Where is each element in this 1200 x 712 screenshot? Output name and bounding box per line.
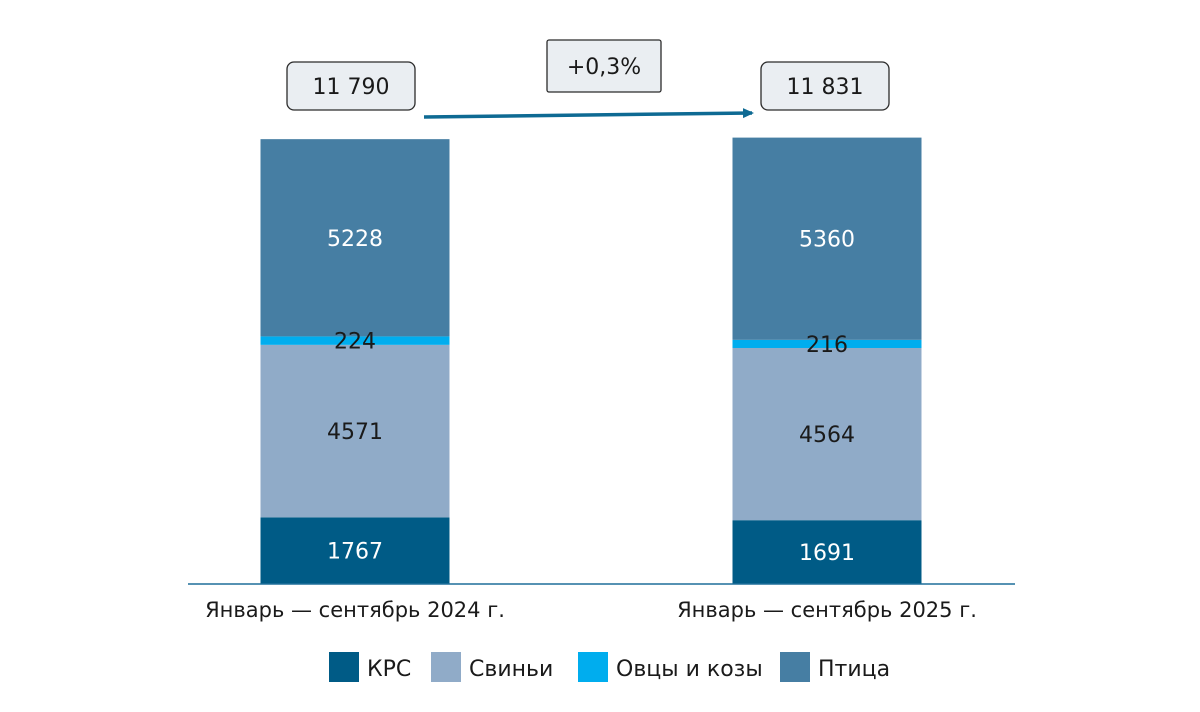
- total-box-1: [286, 61, 416, 111]
- bar-segment-2-1: [732, 520, 922, 584]
- legend-label-3: Овцы и козы: [616, 657, 763, 682]
- bar-segment-1-3: [260, 336, 450, 345]
- legend-swatch-4: [780, 652, 810, 682]
- bar-segment-2-4: [732, 137, 922, 340]
- data-label-2-3: 216: [806, 333, 848, 358]
- bar-segment-2-2: [732, 347, 922, 521]
- legend-swatch-1: [329, 652, 359, 682]
- legend-swatch-3: [578, 652, 608, 682]
- data-label-1-4: 5228: [327, 227, 383, 252]
- change-arrow: [423, 108, 754, 119]
- legend-swatch-2: [431, 652, 461, 682]
- legend-label-4: Птица: [818, 657, 890, 682]
- bar-segment-1-4: [260, 139, 450, 337]
- bar-segment-1-2: [260, 344, 450, 518]
- x-tick-labels: Январь — сентябрь 2024 г. Январь — сентяб…: [205, 598, 977, 622]
- total-label-2: 11 831: [787, 75, 864, 100]
- legend: КРС Свиньи Овцы и козы Птица: [329, 652, 890, 682]
- data-label-2-2: 4564: [799, 423, 855, 448]
- change-label: +0,3%: [567, 55, 641, 80]
- change-annotation: +0,3%: [423, 39, 754, 119]
- total-callouts: 11 790 11 831: [286, 61, 890, 111]
- legend-label-2: Свиньи: [469, 657, 553, 682]
- data-label-1-1: 1767: [327, 540, 383, 565]
- x-tick-label-2: Январь — сентябрь 2025 г.: [677, 598, 977, 622]
- x-tick-label-1: Январь — сентябрь 2024 г.: [205, 598, 505, 622]
- legend-label-1: КРС: [367, 657, 411, 682]
- bar-segment-2-3: [732, 339, 922, 348]
- total-label-1: 11 790: [313, 75, 390, 100]
- data-label-1-3: 224: [334, 330, 376, 355]
- data-label-1-2: 4571: [327, 420, 383, 445]
- change-box: [546, 39, 662, 93]
- data-label-2-4: 5360: [799, 228, 855, 253]
- bar-segment-1-1: [260, 517, 450, 584]
- total-box-2: [760, 61, 890, 111]
- bars-layer: 1767 4571 224 5228 1691 4564 216 5360: [260, 137, 922, 584]
- data-label-2-1: 1691: [799, 541, 855, 566]
